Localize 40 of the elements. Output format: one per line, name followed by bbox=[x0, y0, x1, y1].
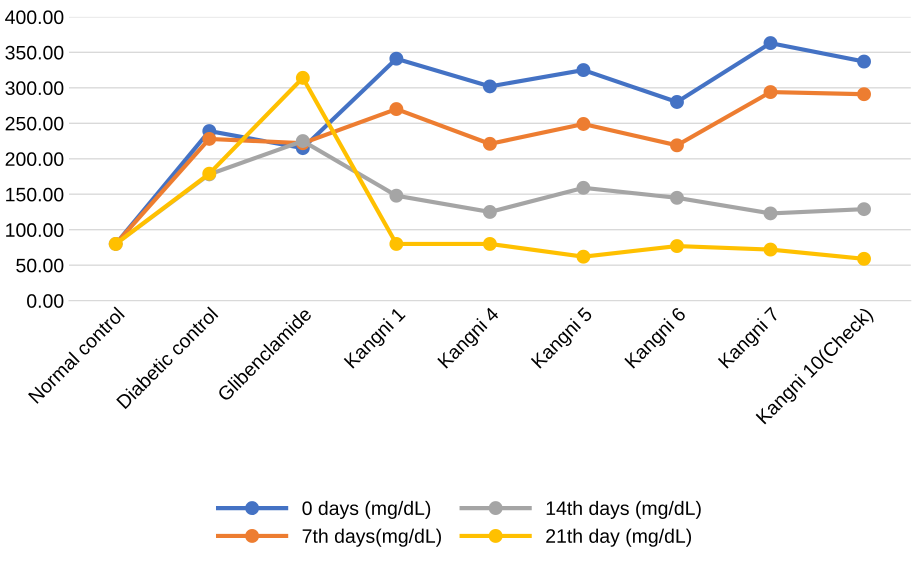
point bbox=[764, 242, 778, 257]
point bbox=[482, 205, 497, 219]
legend-label: 21th day (mg/dL) bbox=[546, 528, 692, 547]
point bbox=[296, 134, 310, 148]
point bbox=[764, 206, 778, 220]
point bbox=[857, 252, 871, 266]
point bbox=[482, 136, 497, 151]
y-tick-label: 150.00 bbox=[6, 188, 64, 202]
point bbox=[389, 52, 404, 66]
point bbox=[764, 85, 778, 100]
point bbox=[764, 36, 778, 50]
point bbox=[670, 239, 684, 253]
point bbox=[576, 63, 590, 78]
point bbox=[576, 117, 590, 131]
y-tick-label: 250.00 bbox=[6, 116, 64, 131]
point bbox=[389, 188, 404, 203]
point bbox=[857, 87, 871, 102]
point bbox=[576, 180, 590, 195]
point bbox=[670, 190, 684, 205]
point bbox=[296, 70, 310, 85]
point bbox=[670, 138, 684, 152]
point bbox=[857, 54, 871, 69]
y-tick-label: 50.00 bbox=[16, 258, 64, 272]
point bbox=[389, 102, 404, 116]
point bbox=[482, 236, 497, 251]
point bbox=[389, 236, 404, 251]
y-tick-label: 0.00 bbox=[27, 294, 64, 308]
y-tick-label: 300.00 bbox=[5, 81, 64, 96]
point bbox=[202, 132, 216, 146]
y-tick-label: 100.00 bbox=[6, 223, 64, 237]
y-tick-label: 400.00 bbox=[5, 10, 64, 24]
point bbox=[482, 79, 497, 94]
point bbox=[576, 250, 590, 264]
legend-label: 0 days (mg/dL) bbox=[302, 500, 430, 519]
point bbox=[670, 95, 684, 109]
y-tick-label: 200.00 bbox=[6, 152, 64, 166]
legend-label: 14th days (mg/dL) bbox=[546, 500, 701, 519]
point bbox=[857, 202, 871, 216]
y-tick-label: 350.00 bbox=[5, 46, 64, 60]
legend-label: 7th days(mg/dL) bbox=[302, 528, 441, 547]
